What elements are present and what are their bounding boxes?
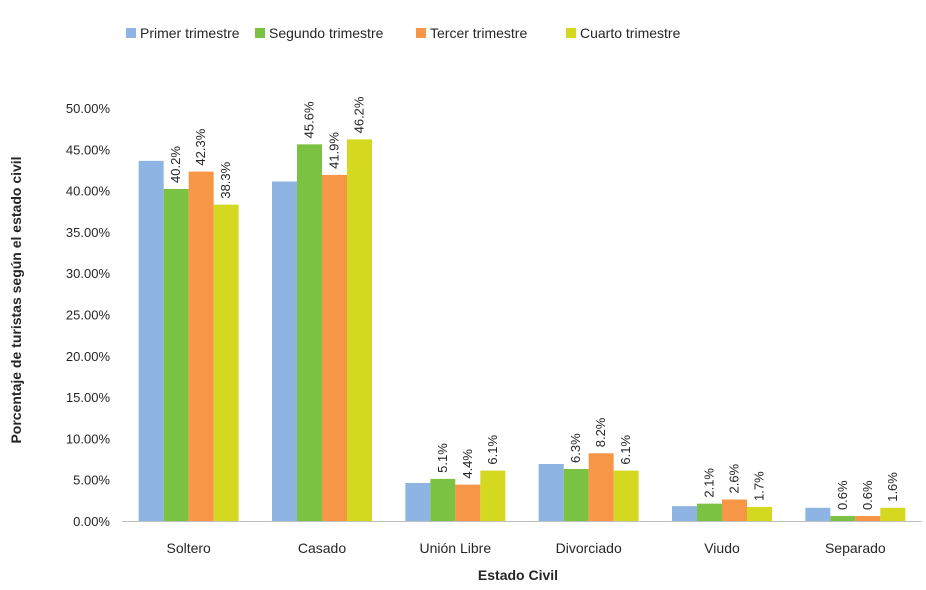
bar [747,506,772,521]
y-tick-label: 5.00% [73,473,110,488]
bar [138,160,164,521]
data-label: 0.6% [860,480,875,510]
x-axis: Soltero Casado Unión Libre Divorciado Viudo S… [122,521,922,556]
bar [297,144,322,521]
data-label: 6.3% [568,433,583,463]
legend-label: Tercer trimestre [430,25,527,41]
bar [805,507,831,521]
bar [722,499,747,521]
bar [613,470,639,521]
legend-swatch [126,28,136,38]
bars [138,139,906,522]
data-labels: 40.2% 42.3% 38.3% 45.6% 41.9% 46.2% 5.1% 4.4% 6.… [168,96,900,510]
legend-swatch [255,28,265,38]
bar [430,478,456,521]
data-label: 38.3% [218,161,233,198]
bar [188,171,214,522]
bar [405,483,431,521]
bar [480,470,506,521]
data-label: 0.6% [835,480,850,510]
y-tick-label: 15.00% [66,390,111,405]
data-label: 42.3% [193,128,208,165]
legend-label: Primer trimestre [140,25,240,41]
legend-swatch [416,28,426,38]
bar [588,453,614,521]
bar [880,507,906,521]
y-tick-label: 25.00% [66,308,111,323]
bar [697,503,722,521]
x-tick-label: Separado [825,540,886,556]
data-label: 4.4% [460,449,475,479]
x-tick-label: Divorciado [556,540,622,556]
data-label: 6.1% [618,435,633,465]
bar [347,139,372,521]
legend: Primer trimestre Segundo trimestre Tercer … [126,25,681,41]
data-label: 2.6% [727,463,742,493]
y-tick-label: 45.00% [66,142,111,157]
data-label: 40.2% [168,146,183,183]
bar [455,484,481,521]
bar [855,516,881,521]
data-label: 1.7% [752,471,767,501]
bar [213,204,239,521]
legend-label: Segundo trimestre [269,25,384,41]
legend-label: Cuarto trimestre [580,25,681,41]
bar [322,174,347,521]
data-label: 5.1% [435,443,450,473]
data-label: 45.6% [302,101,317,138]
data-label: 8.2% [593,417,608,447]
x-tick-label: Viudo [704,540,740,556]
bar [672,506,697,521]
y-tick-label: 30.00% [66,266,111,281]
y-tick-label: 35.00% [66,225,111,240]
data-label: 6.1% [485,435,500,465]
y-tick-label: 0.00% [73,514,110,529]
y-tick-label: 50.00% [66,101,111,116]
bar [538,464,564,521]
bar [830,516,856,521]
bar [163,188,189,521]
x-axis-title: Estado Civil [478,567,558,583]
data-label: 2.1% [702,468,717,498]
bar [563,468,589,521]
x-tick-label: Soltero [166,540,211,556]
y-axis-title: Porcentaje de turistas según el estado c… [8,156,24,443]
y-tick-label: 40.00% [66,184,111,199]
legend-swatch [566,28,576,38]
y-axis: 0.00% 5.00% 10.00% 15.00% 20.00% 25.00% 30.00%… [66,101,111,529]
data-label: 41.9% [327,132,342,169]
x-tick-label: Casado [298,540,346,556]
data-label: 1.6% [885,472,900,502]
y-tick-label: 20.00% [66,349,111,364]
x-tick-label: Unión Libre [420,540,492,556]
y-tick-label: 10.00% [66,431,111,446]
bar [272,181,297,522]
data-label: 46.2% [352,96,367,133]
